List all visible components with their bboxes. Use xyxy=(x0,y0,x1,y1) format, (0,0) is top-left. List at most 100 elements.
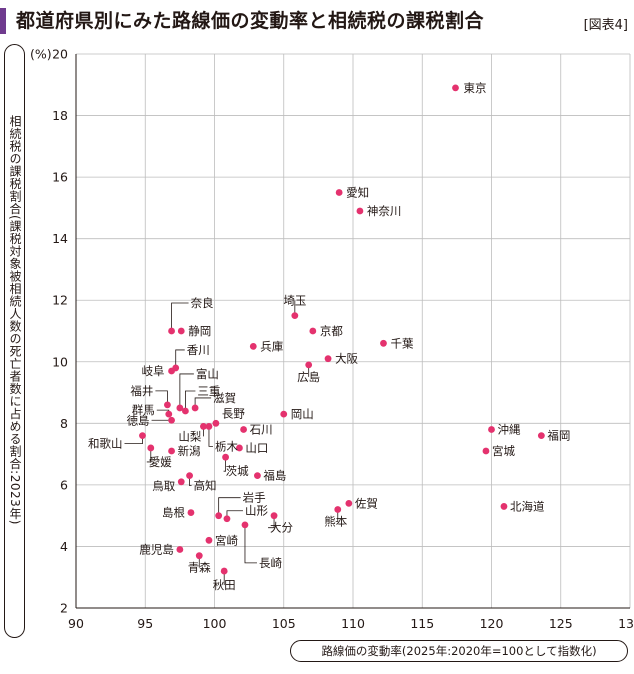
point-label: 奈良 xyxy=(191,296,214,310)
leader-line xyxy=(335,509,339,522)
y-tick-label: 2 xyxy=(60,601,68,616)
point-label: 徳島 xyxy=(127,413,150,427)
point-label: 宮崎 xyxy=(215,533,238,547)
point-label: 北海道 xyxy=(510,499,545,513)
point-label: 福岡 xyxy=(547,429,570,443)
data-point xyxy=(249,342,257,350)
point-label: 栃木 xyxy=(215,439,238,453)
data-points xyxy=(139,84,545,575)
y-tick-label: 14 xyxy=(52,231,68,246)
point-label: 山口 xyxy=(245,441,268,455)
point-label: 三重 xyxy=(197,384,220,398)
x-axis-label: 路線価の変動率(2025年:2020年=100として指数化) xyxy=(290,640,628,662)
point-label: 佐賀 xyxy=(355,496,378,510)
data-point xyxy=(205,423,213,430)
point-label: 秋田 xyxy=(213,578,236,592)
point-label: 青森 xyxy=(188,561,211,575)
data-point xyxy=(168,367,175,375)
data-point xyxy=(177,478,185,486)
figure-label: [図表4] xyxy=(583,18,628,33)
point-label: 愛媛 xyxy=(149,455,172,469)
data-point xyxy=(187,509,195,516)
data-point xyxy=(270,512,278,520)
point-label: 和歌山 xyxy=(88,437,123,451)
point-label: 愛知 xyxy=(346,186,369,200)
data-point xyxy=(176,404,184,412)
data-point xyxy=(212,419,220,427)
point-label: 岩手 xyxy=(243,491,266,505)
y-tick-label: 4 xyxy=(60,539,68,554)
point-label: 長野 xyxy=(222,406,245,420)
leader-line xyxy=(179,373,194,408)
point-label: 島根 xyxy=(162,506,185,520)
x-tick-label: 110 xyxy=(341,616,365,631)
data-point xyxy=(305,361,313,369)
data-point xyxy=(280,410,288,418)
data-point xyxy=(182,407,189,415)
data-point xyxy=(186,472,193,480)
data-point xyxy=(324,355,332,363)
point-label: 鳥取 xyxy=(152,479,175,493)
title-accent-bar xyxy=(0,8,6,34)
y-tick-label: 18 xyxy=(52,108,68,123)
y-tick-label: 6 xyxy=(60,477,68,492)
leader-line xyxy=(171,302,189,331)
leader-line xyxy=(268,515,275,529)
point-label: 熊本 xyxy=(324,515,347,529)
point-label: 埼玉 xyxy=(283,294,306,308)
data-point xyxy=(236,444,243,452)
y-tick-label: 12 xyxy=(52,293,68,308)
data-point xyxy=(380,339,387,347)
data-point xyxy=(345,499,353,507)
y-unit-label: (%) xyxy=(30,47,52,62)
point-label: 富山 xyxy=(196,367,219,381)
leader-line xyxy=(218,497,241,516)
data-point xyxy=(164,401,171,409)
data-point xyxy=(241,521,249,529)
chart-title: 都道府県別にみた路線価の変動率と相続税の課税割合 xyxy=(16,10,485,32)
leader-line xyxy=(185,390,196,412)
data-point xyxy=(240,426,247,433)
data-point xyxy=(335,189,343,196)
data-point xyxy=(356,207,364,215)
point-label: 茨城 xyxy=(226,464,249,478)
data-point xyxy=(205,536,213,544)
point-label: 岐阜 xyxy=(142,364,165,378)
point-label: 大阪 xyxy=(335,352,358,366)
data-point xyxy=(200,423,207,430)
data-point xyxy=(215,512,223,520)
point-label: 東京 xyxy=(463,81,486,95)
point-label: 大分 xyxy=(270,521,293,535)
point-label: 兵庫 xyxy=(260,339,283,353)
point-label: 長崎 xyxy=(259,556,282,570)
point-label: 福島 xyxy=(263,469,286,483)
x-tick-label: 95 xyxy=(137,616,153,631)
leader-line xyxy=(155,390,168,405)
y-tick-label: 20 xyxy=(52,47,68,62)
point-label: 沖縄 xyxy=(498,422,521,436)
data-point xyxy=(334,506,342,513)
data-point xyxy=(176,546,184,553)
point-label: 香川 xyxy=(187,343,210,357)
point-label: 岡山 xyxy=(291,407,314,421)
data-point xyxy=(168,327,175,335)
data-point xyxy=(168,416,175,424)
data-point xyxy=(223,515,231,523)
point-label: 石川 xyxy=(250,422,273,436)
tick-labels: 90 95 100 105 110 115 120 125 130 2 4 6 8 10 12 14 16 18 2… xyxy=(52,47,634,632)
data-point xyxy=(147,444,155,452)
point-label: 高知 xyxy=(194,479,217,493)
data-point xyxy=(165,410,173,418)
data-point xyxy=(482,447,490,455)
x-tick-label: 125 xyxy=(549,616,573,631)
data-point xyxy=(254,472,261,480)
point-label: 宮城 xyxy=(492,444,515,458)
data-point xyxy=(220,567,228,575)
data-point xyxy=(191,404,199,412)
point-label: 山形 xyxy=(245,504,268,518)
data-point xyxy=(195,552,203,560)
leader-line xyxy=(146,447,152,463)
point-label: 神奈川 xyxy=(367,204,402,218)
x-tick-label: 130 xyxy=(618,616,634,631)
point-label: 山梨 xyxy=(178,429,201,443)
